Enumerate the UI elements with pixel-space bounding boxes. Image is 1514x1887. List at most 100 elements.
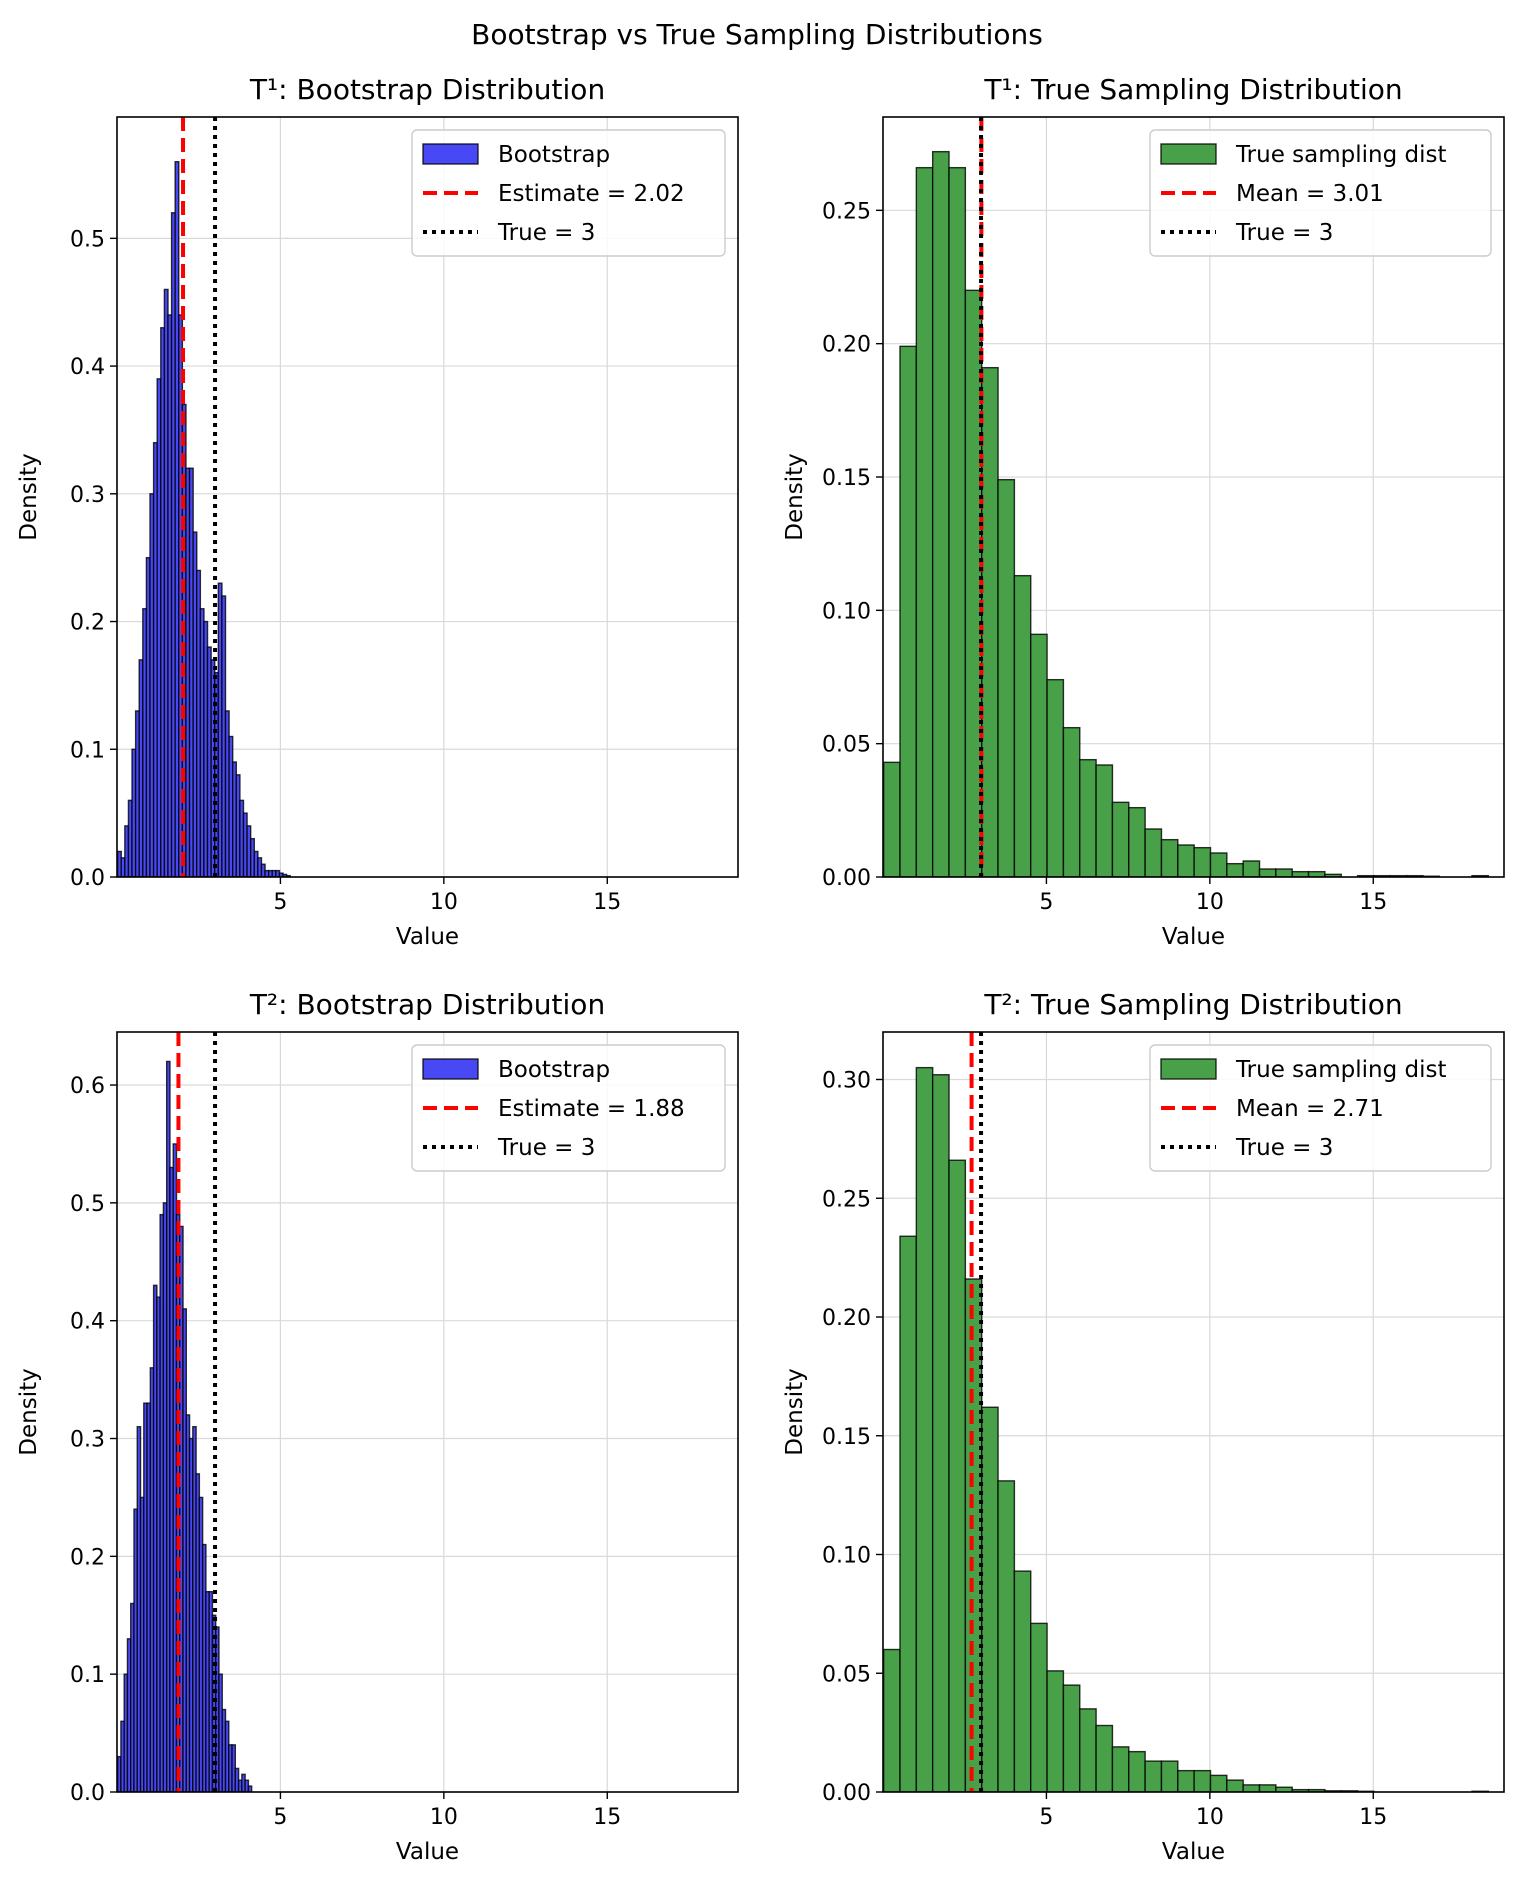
chart-title: T²: Bootstrap Distribution [249, 988, 605, 1021]
panels: 5 10 15 0.0 0.1 0.2 0.3 0.4 0.5 Value Density T¹: B… [16, 73, 1505, 1865]
chart-panel-3: 5 10 15 0.0 0.1 0.2 0.3 0.4 0.5 0.6 Value Density T²… [16, 988, 739, 1865]
histogram-bar [1111, 801, 1130, 877]
axes-frame [116, 1031, 739, 1793]
legend-swatch-bars [1160, 143, 1217, 165]
chart-panel-2: 5 10 15 0.00 0.05 0.10 0.15 0.20 0.25 Value Densit… [782, 73, 1505, 950]
x-tick-label: 10 [1196, 1805, 1224, 1830]
y-tick-label: 0.6 [70, 1074, 105, 1099]
y-tick-label: 0.20 [822, 333, 871, 358]
histogram-bar [1030, 633, 1048, 877]
histogram-bar [899, 1235, 918, 1792]
y-tick-label: 0.10 [822, 1544, 871, 1569]
histogram-bars [117, 161, 291, 877]
legend-label: True sampling dist [1235, 142, 1447, 168]
chart-title: T¹: Bootstrap Distribution [249, 73, 605, 106]
histogram-bar [1013, 1570, 1032, 1792]
x-axis-label: Value [396, 924, 459, 950]
figure-suptitle: Bootstrap vs True Sampling Distributions [471, 18, 1043, 51]
x-tick-label: 5 [273, 1805, 287, 1830]
legend-swatch-bars [422, 143, 479, 165]
histogram-bar [981, 366, 999, 877]
y-axis-label: Density [782, 1368, 808, 1455]
histogram-bar [1079, 1708, 1097, 1792]
x-axis-label: Value [396, 1839, 459, 1865]
legend-label: Mean = 2.71 [1236, 1096, 1384, 1122]
histogram-bar [1062, 1684, 1081, 1792]
y-tick-label: 0.05 [822, 733, 871, 758]
histogram-bar [997, 478, 1016, 877]
legend-label: Bootstrap [498, 142, 610, 168]
histogram-bar [1242, 860, 1261, 877]
legend: Bootstrap Estimate = 2.02 True = 3 [411, 129, 726, 257]
histogram-bar [948, 1159, 967, 1792]
y-tick-label: 0.25 [822, 1187, 871, 1212]
histogram-bar [1046, 1670, 1065, 1792]
histogram-bar [1144, 1760, 1163, 1792]
y-tick-label: 0.2 [70, 611, 105, 636]
histogram-bar [1079, 758, 1097, 877]
legend-frame [1149, 129, 1492, 257]
y-tick-label: 0.15 [822, 466, 871, 491]
histogram-bar [1177, 1769, 1195, 1792]
legend-label: Estimate = 1.88 [498, 1096, 685, 1122]
y-tick-label: 0.1 [70, 738, 105, 763]
histogram-bar [1275, 868, 1293, 877]
legend-swatch-bars [422, 1058, 479, 1080]
axes-frame [116, 116, 739, 878]
histogram-bar [1209, 852, 1228, 877]
histogram-bar [1242, 1784, 1261, 1792]
histogram-bar [1111, 1746, 1130, 1792]
histogram-bars [883, 1066, 1490, 1792]
x-axis-label: Value [1162, 924, 1225, 950]
chart-panel-4: 5 10 15 0.00 0.05 0.10 0.15 0.20 0.25 0.30 Value De… [782, 988, 1505, 1865]
y-tick-label: 0.5 [70, 1192, 105, 1217]
histogram-bar [1258, 868, 1277, 877]
legend-frame [1149, 1044, 1492, 1172]
histogram-bar [997, 1480, 1016, 1792]
histogram-bar [883, 761, 901, 877]
legend-label: True = 3 [497, 1135, 595, 1161]
histogram-bar [1193, 846, 1212, 877]
histogram-bar [1177, 844, 1195, 877]
legend-frame [411, 1044, 726, 1172]
axes-frame [882, 116, 1505, 878]
x-axis-label: Value [1162, 1839, 1225, 1865]
legend: True sampling dist Mean = 3.01 True = 3 [1149, 129, 1492, 257]
x-tick-label: 10 [1196, 890, 1224, 915]
y-axis-label: Density [16, 453, 42, 540]
histogram-bar [1095, 764, 1114, 877]
x-tick-label: 5 [273, 890, 287, 915]
y-tick-label: 0.05 [822, 1662, 871, 1687]
y-tick-label: 0.10 [822, 599, 871, 624]
y-tick-label: 0.4 [70, 1310, 105, 1335]
histogram-bar [1226, 1779, 1244, 1792]
x-tick-label: 10 [430, 890, 458, 915]
legend-frame [411, 129, 726, 257]
histogram-bars [883, 150, 1490, 877]
y-tick-label: 0.20 [822, 1306, 871, 1331]
histogram-bar [948, 166, 967, 877]
legend-label: Bootstrap [498, 1057, 610, 1083]
x-tick-label: 5 [1039, 890, 1053, 915]
legend-label: True sampling dist [1235, 1057, 1447, 1083]
chart-panel-1: 5 10 15 0.0 0.1 0.2 0.3 0.4 0.5 Value Density T¹: B… [16, 73, 739, 950]
y-tick-label: 0.0 [70, 1781, 105, 1806]
histogram-bar [883, 1648, 901, 1792]
y-tick-label: 0.0 [70, 866, 105, 891]
histogram-bar [1258, 1784, 1277, 1792]
histogram-bar [1095, 1724, 1114, 1792]
y-axis-label: Density [16, 1368, 42, 1455]
legend-label: Mean = 3.01 [1236, 181, 1384, 207]
histogram-bar [1209, 1774, 1228, 1792]
histogram-bar [1160, 838, 1179, 877]
axes-frame [882, 1031, 1505, 1793]
histogram-bar [981, 1406, 999, 1792]
histogram-bar [931, 1074, 950, 1792]
y-tick-label: 0.1 [70, 1663, 105, 1688]
chart-title: T²: True Sampling Distribution [983, 988, 1402, 1021]
legend-label: True = 3 [497, 220, 595, 246]
legend-swatch-bars [1160, 1058, 1217, 1080]
histogram-bar [1128, 806, 1146, 877]
y-tick-label: 0.00 [822, 1781, 871, 1806]
